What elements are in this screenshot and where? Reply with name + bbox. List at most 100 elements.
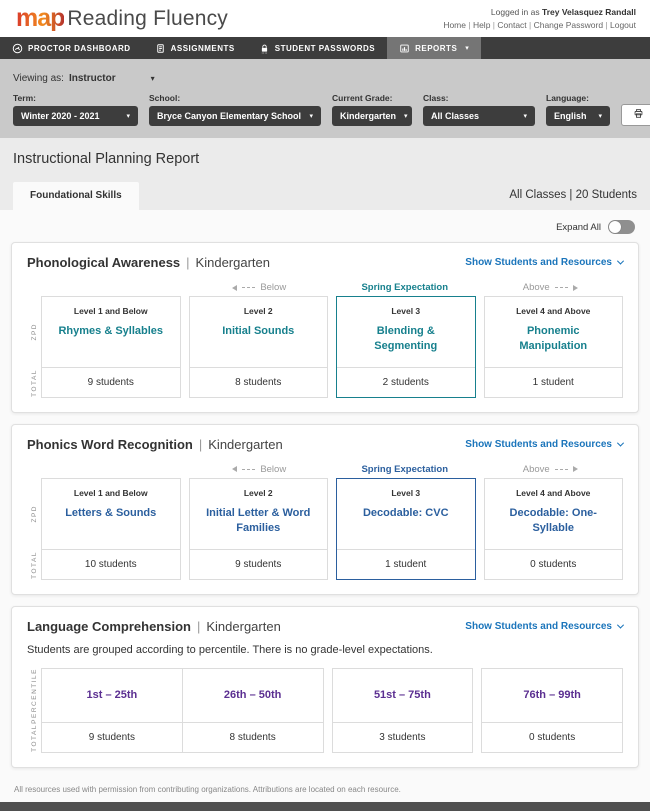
report-content: Expand All Phonological Awareness | Kinder…	[0, 210, 650, 780]
zpd-value: Initial Letter & Word Families	[206, 506, 311, 535]
total-row-label: TOTAL	[30, 368, 38, 397]
nav-assignments[interactable]: ASSIGNMENTS	[143, 37, 247, 59]
total-value: 1 student	[484, 366, 622, 397]
nav-label: REPORTS	[415, 43, 458, 53]
class-select[interactable]: All Classes ▾	[423, 106, 535, 126]
term-select[interactable]: Winter 2020 - 2021 ▾	[13, 106, 138, 126]
level-label: Level 3	[391, 487, 421, 498]
brand: map Reading Fluency	[16, 4, 228, 33]
link-logout[interactable]: Logout	[603, 20, 636, 30]
card-header: Language Comprehension | Kindergarten Show…	[27, 619, 625, 634]
nav-label: ASSIGNMENTS	[170, 43, 235, 53]
app-header: map Reading Fluency Logged in as Trey Ve…	[0, 0, 650, 37]
total-value: 9 students	[42, 722, 182, 752]
nav-proctor-dashboard[interactable]: PROCTOR DASHBOARD	[0, 37, 143, 59]
show-students-link[interactable]: Show Students and Resources	[465, 257, 625, 268]
chevron-down-icon: ▾	[523, 113, 527, 120]
level-label: Level 1 and Below	[73, 487, 148, 498]
grade-name: Kindergarten	[208, 436, 283, 452]
title-separator: |	[196, 618, 201, 634]
exp-spacer	[41, 464, 187, 475]
school-value: Bryce Canyon Elementary School	[157, 111, 302, 121]
link-label: Show Students and Resources	[465, 257, 612, 268]
level-column-1: Level 1 and Below Letters & Sounds 10 stu…	[41, 477, 181, 580]
title-separator: |	[186, 255, 190, 270]
level-columns: Level 1 and Below Rhymes & Syllables 9 st…	[41, 296, 623, 398]
grade-select[interactable]: Kindergarten ▾	[332, 106, 412, 126]
term-label: Term:	[13, 93, 36, 103]
zpd-value: Rhymes & Syllables	[58, 325, 164, 337]
total-row-label: TOTAL	[30, 550, 38, 579]
percentile-range: 1st – 25th	[86, 689, 138, 702]
total-value: 8 students	[182, 722, 323, 752]
total-value: 0 students	[484, 548, 622, 579]
above-indicator: Above	[478, 282, 624, 293]
level-columns: Level 1 and Below Letters & Sounds 10 stu…	[41, 477, 623, 580]
row-labels-rail: PERCENTILE TOTAL	[27, 668, 41, 754]
arrow-right-icon	[572, 466, 578, 473]
class-field: Class: All Classes ▾	[423, 93, 535, 126]
link-label: Show Students and Resources	[465, 620, 612, 632]
link-home[interactable]: Home	[443, 19, 466, 30]
map-logo: map	[16, 4, 65, 32]
nav-student-passwords[interactable]: STUDENT PASSWORDS	[247, 37, 387, 59]
percentile-range: 76th – 99th	[523, 689, 581, 702]
level-column-4: Level 4 and Above Decodable: One-Syllable…	[483, 477, 623, 580]
print-button[interactable]: Print	[621, 104, 650, 126]
level-column-3-highlighted: Level 3 Decodable: CVC 1 student	[336, 477, 476, 580]
filter-bar: Viewing as: Instructor ▾ Term: Winter 20…	[0, 59, 650, 138]
main-nav: PROCTOR DASHBOARD ASSIGNMENTS STUDENT PA…	[0, 37, 650, 59]
school-label: School:	[149, 93, 181, 103]
tab-row: Foundational Skills All Classes | 20 Stu…	[13, 182, 637, 210]
total-value: 2 students	[337, 366, 475, 397]
zpd-value: Initial Sounds	[222, 325, 295, 337]
percentile-range: 51st – 75th	[373, 689, 431, 702]
total-value: 1 student	[337, 548, 475, 579]
show-students-link[interactable]: Show Students and Resources	[465, 620, 625, 632]
dashboard-icon	[12, 43, 23, 54]
link-change-password[interactable]: Change Password	[527, 20, 603, 30]
total-value: 10 students	[42, 548, 180, 579]
total-row-label: TOTAL	[30, 724, 38, 753]
expand-all-toggle[interactable]	[608, 220, 635, 234]
viewing-as-dropdown[interactable]: Viewing as: Instructor ▾	[13, 73, 155, 84]
chart-icon	[399, 43, 410, 54]
above-indicator: Above	[478, 464, 624, 475]
card-title: Language Comprehension | Kindergarten	[27, 619, 281, 634]
title-separator: |	[198, 436, 203, 452]
card-header: Phonics Word Recognition | Kindergarten Sh…	[27, 437, 625, 452]
zpd-value: Blending & Segmenting	[374, 325, 438, 353]
expectation-row: Below Spring Expectation Above	[41, 282, 623, 293]
card-title: Phonics Word Recognition | Kindergarten	[27, 437, 283, 452]
total-value: 8 students	[189, 366, 327, 397]
level-column-2: Level 2 Initial Letter & Word Families 9 …	[188, 477, 328, 580]
term-value: Winter 2020 - 2021	[21, 111, 100, 121]
level-label: Level 1 and Below	[73, 306, 148, 316]
tab-foundational-skills[interactable]: Foundational Skills	[13, 182, 139, 210]
skill-name: Phonological Awareness	[27, 255, 181, 270]
school-select[interactable]: Bryce Canyon Elementary School ▾	[149, 106, 321, 126]
viewing-as-value: Instructor	[68, 73, 116, 84]
show-students-link[interactable]: Show Students and Resources	[465, 438, 625, 450]
exp-spacer	[41, 282, 187, 293]
link-label: Show Students and Resources	[465, 438, 612, 450]
chevron-down-icon: ▾	[404, 113, 408, 120]
printer-icon	[633, 108, 644, 122]
chevron-down-icon: ▾	[598, 113, 602, 120]
above-label: Above	[522, 282, 550, 293]
chevron-down-icon	[616, 257, 625, 265]
total-value: 3 students	[332, 722, 473, 752]
class-value: All Classes	[431, 111, 480, 121]
below-indicator: Below	[187, 282, 333, 293]
class-label: Class:	[423, 93, 449, 103]
scope-text: All Classes | 20 Students	[509, 189, 637, 201]
header-links: HomeHelpContactChange PasswordLogout	[443, 19, 636, 32]
link-help[interactable]: Help	[466, 20, 490, 30]
link-contact[interactable]: Contact	[490, 20, 526, 30]
language-select[interactable]: English ▾	[546, 106, 610, 126]
total-value: 0 students	[482, 722, 622, 752]
zpd-row-label: ZPD	[30, 323, 38, 341]
chevron-down-icon: ▾	[150, 74, 155, 83]
nav-reports[interactable]: REPORTS ▾	[387, 37, 482, 59]
